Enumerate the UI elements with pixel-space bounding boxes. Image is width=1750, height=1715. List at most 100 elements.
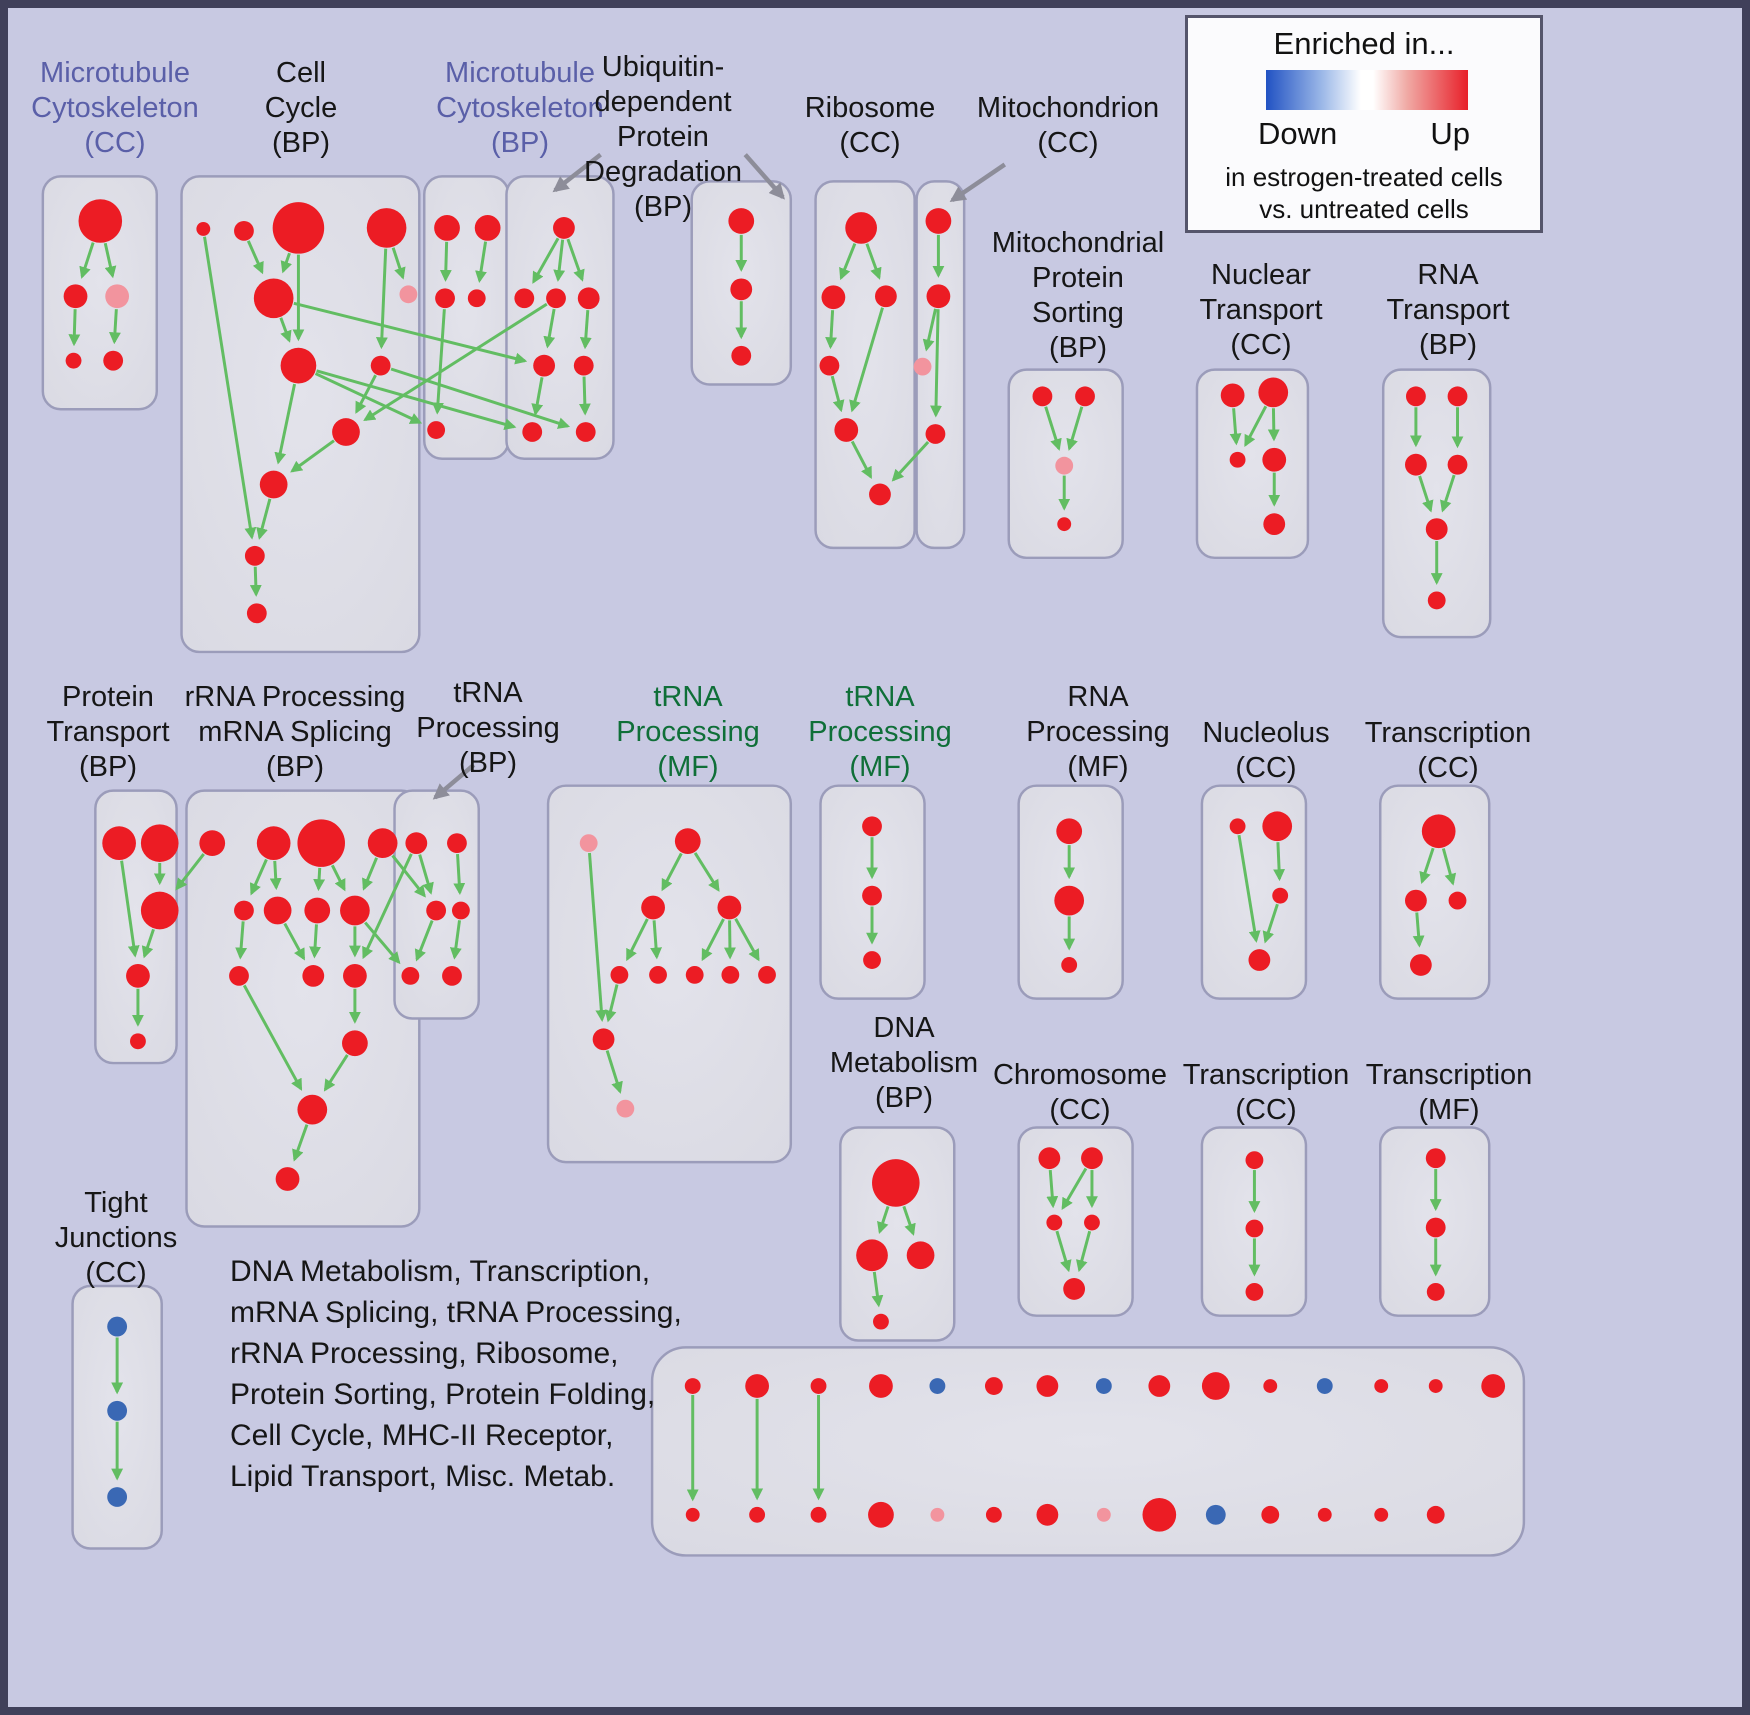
go-term-node-i5 [1425,518,1448,540]
go-term-node-c2 [474,215,501,241]
edge-k13-k14 [292,1124,309,1162]
go-term-node-c1 [434,215,460,241]
edge-m4-m7 [701,918,725,962]
edge-b7-c5 [314,372,423,424]
go-term-node-x7 [1036,1503,1059,1526]
go-term-node-n2 [862,885,882,906]
go-term-node-a2 [63,284,88,309]
go-term-node-mt3 [913,357,932,376]
edge-l4-l6 [449,920,462,960]
go-term-node-mt4 [925,424,946,444]
edge-d3-d5 [543,308,556,349]
edge-m4-m9 [734,917,760,962]
edge-d1-d4 [566,238,585,282]
edge-f5-f6 [850,440,873,479]
edge-t1-t3 [1046,1169,1059,1209]
go-term-node-w15 [1481,1374,1506,1398]
go-term-node-q3 [1448,891,1467,910]
go-term-node-u3 [1245,1282,1264,1301]
edge-m2-m3 [661,852,683,892]
edge-j1-j4 [120,860,140,958]
edge-b4-b8 [375,248,388,350]
go-term-node-m5 [610,965,629,984]
go-term-node-o1 [1056,818,1083,845]
edge-h1-h3 [1229,408,1242,446]
edge-mt4-f6 [891,441,930,482]
go-term-node-i4 [1447,454,1468,475]
edge-mt2-mt4 [930,309,942,418]
go-term-node-c5 [427,421,446,439]
go-term-node-k8 [340,895,370,926]
go-term-node-x12 [1317,1507,1332,1522]
go-term-node-b8 [370,355,391,376]
go-term-node-s2 [856,1239,888,1272]
edge-b7-b10 [274,383,297,465]
edge-g2-g3 [1066,406,1084,451]
go-term-node-w12 [1316,1378,1333,1394]
go-term-node-k12 [342,1030,368,1057]
go-term-node-b1 [196,221,211,236]
edge-mt2-mt3 [922,308,937,352]
edge-m5-m10 [604,984,619,1023]
go-term-node-w7 [1036,1375,1059,1397]
go-term-node-o3 [1061,957,1078,973]
legend-subtitle-line1: in estrogen-treated cells [1225,162,1503,192]
edge-k3-k7 [313,867,326,892]
go-term-node-f6 [869,483,891,506]
go-term-node-x3 [810,1506,827,1523]
go-term-node-f4 [819,355,840,376]
go-term-node-l1 [405,832,428,855]
edge-d3-b9 [363,302,548,421]
go-term-node-c3 [435,288,455,309]
go-term-node-b12 [246,603,267,624]
edge-p1-p4 [1237,834,1261,943]
go-term-node-q1 [1421,814,1456,849]
go-term-node-j1 [102,826,136,860]
go-term-node-b10 [259,470,288,499]
go-term-node-t5 [1063,1278,1086,1300]
go-term-node-v2 [1425,1217,1446,1238]
go-term-node-b9 [332,418,360,446]
edge-l1-l3 [418,854,434,895]
go-term-node-u1 [1245,1151,1264,1170]
go-term-node-k7 [304,897,331,924]
cluster-box-nuclear-transport-cc [1195,368,1310,560]
go-term-node-g4 [1057,517,1072,532]
go-term-node-b4 [366,208,407,248]
edge-b8-d8 [390,367,571,429]
edge-k1-j3 [175,853,205,891]
edge-f1-f3 [865,243,882,280]
edge-d6-d8 [578,376,591,416]
edge-f3-f5 [849,307,884,413]
go-term-node-x14 [1426,1505,1445,1524]
edge-b5-b7 [279,317,292,343]
go-term-node-e2 [730,278,753,301]
go-term-node-i1 [1405,386,1426,407]
go-term-node-o2 [1054,885,1085,916]
go-term-node-k4 [367,828,398,858]
edge-l3-l5 [414,920,434,962]
edge-a1-a3 [103,242,117,279]
edge-j3-j4 [141,928,155,959]
network-canvas [8,8,1742,1707]
go-term-node-r2 [107,1400,128,1421]
legend-title: Enriched in... [1273,26,1455,61]
go-term-node-m3 [641,895,665,920]
go-term-node-p2 [1262,811,1293,842]
edge-d4-d6 [579,310,592,350]
edge-f2-f4 [825,310,837,350]
edge-p3-p4 [1262,903,1279,944]
go-term-node-q2 [1405,889,1427,912]
go-term-node-w6 [984,1377,1003,1395]
edge-a2-a4 [68,309,81,347]
cluster-box-misc-cluster [650,1346,1526,1557]
edge-m3-m6 [650,920,662,960]
go-term-node-r3 [107,1487,128,1507]
go-term-node-f1 [845,212,877,244]
label-pointer-arrow-0 [552,152,602,193]
go-term-node-r1 [107,1316,128,1337]
edge-m10-m11 [605,1050,623,1094]
edge-m1-m10 [588,852,608,1022]
edge-b8-b9 [355,374,377,414]
go-term-node-s3 [906,1241,935,1270]
